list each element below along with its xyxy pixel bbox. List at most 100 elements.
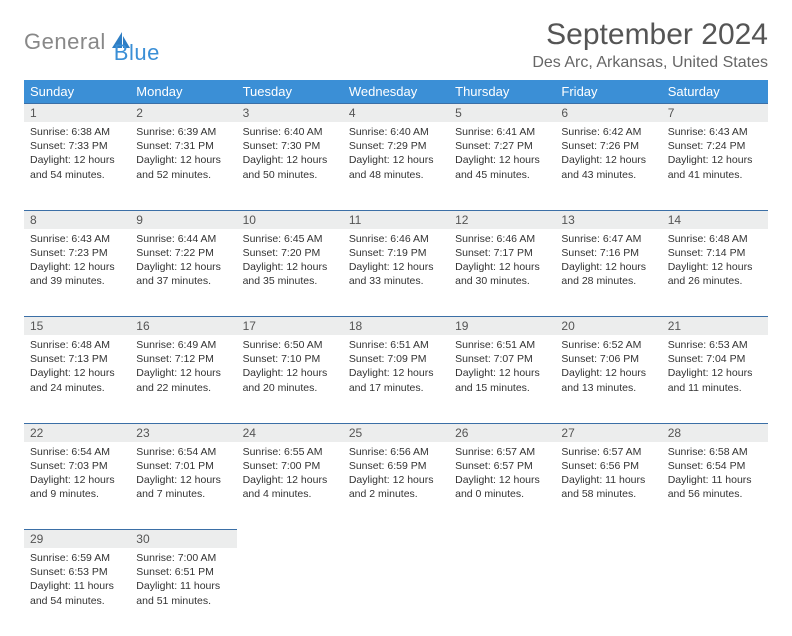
daylight-line: Daylight: 12 hours and 50 minutes. (243, 153, 337, 181)
day-cell-body: Sunrise: 6:43 AMSunset: 7:23 PMDaylight:… (24, 229, 130, 295)
sunset-line: Sunset: 7:04 PM (668, 352, 762, 366)
day-cell-body: Sunrise: 6:55 AMSunset: 7:00 PMDaylight:… (237, 442, 343, 508)
day-number-cell: 5 (449, 104, 555, 123)
day-cell-body: Sunrise: 6:48 AMSunset: 7:14 PMDaylight:… (662, 229, 768, 295)
day-content-row: Sunrise: 6:59 AMSunset: 6:53 PMDaylight:… (24, 548, 768, 636)
sunset-line: Sunset: 7:00 PM (243, 459, 337, 473)
day-cell-body: Sunrise: 6:53 AMSunset: 7:04 PMDaylight:… (662, 335, 768, 401)
sunset-line: Sunset: 7:16 PM (561, 246, 655, 260)
sunset-line: Sunset: 7:30 PM (243, 139, 337, 153)
daylight-line: Daylight: 11 hours and 58 minutes. (561, 473, 655, 501)
day-cell-body: Sunrise: 6:43 AMSunset: 7:24 PMDaylight:… (662, 122, 768, 188)
sunset-line: Sunset: 6:51 PM (136, 565, 230, 579)
sunrise-line: Sunrise: 6:43 AM (668, 125, 762, 139)
day-cell (237, 548, 343, 636)
sunset-line: Sunset: 7:14 PM (668, 246, 762, 260)
day-number-cell: 24 (237, 423, 343, 442)
day-number-row: 22232425262728 (24, 423, 768, 442)
sunrise-line: Sunrise: 6:57 AM (561, 445, 655, 459)
day-cell-body: Sunrise: 6:56 AMSunset: 6:59 PMDaylight:… (343, 442, 449, 508)
sunrise-line: Sunrise: 6:54 AM (30, 445, 124, 459)
day-cell-body: Sunrise: 6:48 AMSunset: 7:13 PMDaylight:… (24, 335, 130, 401)
sunset-line: Sunset: 7:33 PM (30, 139, 124, 153)
daylight-line: Daylight: 12 hours and 37 minutes. (136, 260, 230, 288)
day-number-cell: 19 (449, 317, 555, 336)
daylight-line: Daylight: 12 hours and 35 minutes. (243, 260, 337, 288)
day-number-cell: 21 (662, 317, 768, 336)
day-cell: Sunrise: 6:47 AMSunset: 7:16 PMDaylight:… (555, 229, 661, 317)
sunrise-line: Sunrise: 6:54 AM (136, 445, 230, 459)
day-cell-body: Sunrise: 6:57 AMSunset: 6:56 PMDaylight:… (555, 442, 661, 508)
day-cell: Sunrise: 6:38 AMSunset: 7:33 PMDaylight:… (24, 122, 130, 210)
day-number-cell (555, 530, 661, 549)
day-number-cell: 20 (555, 317, 661, 336)
day-cell: Sunrise: 6:49 AMSunset: 7:12 PMDaylight:… (130, 335, 236, 423)
day-cell-body: Sunrise: 6:40 AMSunset: 7:30 PMDaylight:… (237, 122, 343, 188)
daylight-line: Daylight: 12 hours and 24 minutes. (30, 366, 124, 394)
sunrise-line: Sunrise: 6:41 AM (455, 125, 549, 139)
day-number-cell: 27 (555, 423, 661, 442)
day-cell: Sunrise: 6:53 AMSunset: 7:04 PMDaylight:… (662, 335, 768, 423)
sunset-line: Sunset: 7:07 PM (455, 352, 549, 366)
day-cell: Sunrise: 6:41 AMSunset: 7:27 PMDaylight:… (449, 122, 555, 210)
sunrise-line: Sunrise: 6:55 AM (243, 445, 337, 459)
sunrise-line: Sunrise: 6:57 AM (455, 445, 549, 459)
sunset-line: Sunset: 7:13 PM (30, 352, 124, 366)
day-cell: Sunrise: 7:00 AMSunset: 6:51 PMDaylight:… (130, 548, 236, 636)
day-cell: Sunrise: 6:56 AMSunset: 6:59 PMDaylight:… (343, 442, 449, 530)
header: General Blue September 2024 Des Arc, Ark… (24, 18, 768, 72)
sunrise-line: Sunrise: 6:53 AM (668, 338, 762, 352)
day-number-cell (449, 530, 555, 549)
daylight-line: Daylight: 12 hours and 11 minutes. (668, 366, 762, 394)
day-cell (662, 548, 768, 636)
daylight-line: Daylight: 12 hours and 2 minutes. (349, 473, 443, 501)
sunrise-line: Sunrise: 6:49 AM (136, 338, 230, 352)
sunset-line: Sunset: 7:23 PM (30, 246, 124, 260)
day-number-cell: 23 (130, 423, 236, 442)
day-cell: Sunrise: 6:54 AMSunset: 7:01 PMDaylight:… (130, 442, 236, 530)
sunrise-line: Sunrise: 6:52 AM (561, 338, 655, 352)
sunset-line: Sunset: 6:59 PM (349, 459, 443, 473)
day-number-cell: 7 (662, 104, 768, 123)
day-cell (449, 548, 555, 636)
day-content-row: Sunrise: 6:54 AMSunset: 7:03 PMDaylight:… (24, 442, 768, 530)
day-cell: Sunrise: 6:57 AMSunset: 6:57 PMDaylight:… (449, 442, 555, 530)
weekday-header: Tuesday (237, 80, 343, 104)
day-number-cell: 17 (237, 317, 343, 336)
day-cell: Sunrise: 6:58 AMSunset: 6:54 PMDaylight:… (662, 442, 768, 530)
sunset-line: Sunset: 7:10 PM (243, 352, 337, 366)
day-number-cell: 10 (237, 210, 343, 229)
day-number-row: 1234567 (24, 104, 768, 123)
day-content-row: Sunrise: 6:48 AMSunset: 7:13 PMDaylight:… (24, 335, 768, 423)
daylight-line: Daylight: 12 hours and 9 minutes. (30, 473, 124, 501)
sunset-line: Sunset: 7:20 PM (243, 246, 337, 260)
weekday-header-row: SundayMondayTuesdayWednesdayThursdayFrid… (24, 80, 768, 104)
sunset-line: Sunset: 7:12 PM (136, 352, 230, 366)
day-number-cell: 6 (555, 104, 661, 123)
day-cell-body: Sunrise: 6:50 AMSunset: 7:10 PMDaylight:… (237, 335, 343, 401)
day-cell: Sunrise: 6:44 AMSunset: 7:22 PMDaylight:… (130, 229, 236, 317)
sunset-line: Sunset: 7:17 PM (455, 246, 549, 260)
day-content-row: Sunrise: 6:38 AMSunset: 7:33 PMDaylight:… (24, 122, 768, 210)
sunrise-line: Sunrise: 6:39 AM (136, 125, 230, 139)
day-cell (343, 548, 449, 636)
day-number-cell: 4 (343, 104, 449, 123)
daylight-line: Daylight: 12 hours and 33 minutes. (349, 260, 443, 288)
sunset-line: Sunset: 7:19 PM (349, 246, 443, 260)
day-cell: Sunrise: 6:52 AMSunset: 7:06 PMDaylight:… (555, 335, 661, 423)
day-cell: Sunrise: 6:50 AMSunset: 7:10 PMDaylight:… (237, 335, 343, 423)
day-cell-body: Sunrise: 6:41 AMSunset: 7:27 PMDaylight:… (449, 122, 555, 188)
day-cell-body: Sunrise: 6:47 AMSunset: 7:16 PMDaylight:… (555, 229, 661, 295)
day-number-cell: 26 (449, 423, 555, 442)
daylight-line: Daylight: 11 hours and 51 minutes. (136, 579, 230, 607)
sunrise-line: Sunrise: 6:59 AM (30, 551, 124, 565)
sunset-line: Sunset: 7:06 PM (561, 352, 655, 366)
day-cell: Sunrise: 6:46 AMSunset: 7:17 PMDaylight:… (449, 229, 555, 317)
day-cell: Sunrise: 6:40 AMSunset: 7:29 PMDaylight:… (343, 122, 449, 210)
day-cell-body: Sunrise: 6:52 AMSunset: 7:06 PMDaylight:… (555, 335, 661, 401)
daylight-line: Daylight: 12 hours and 0 minutes. (455, 473, 549, 501)
day-number-cell: 9 (130, 210, 236, 229)
day-number-cell: 18 (343, 317, 449, 336)
day-cell-body: Sunrise: 6:46 AMSunset: 7:17 PMDaylight:… (449, 229, 555, 295)
daylight-line: Daylight: 12 hours and 41 minutes. (668, 153, 762, 181)
